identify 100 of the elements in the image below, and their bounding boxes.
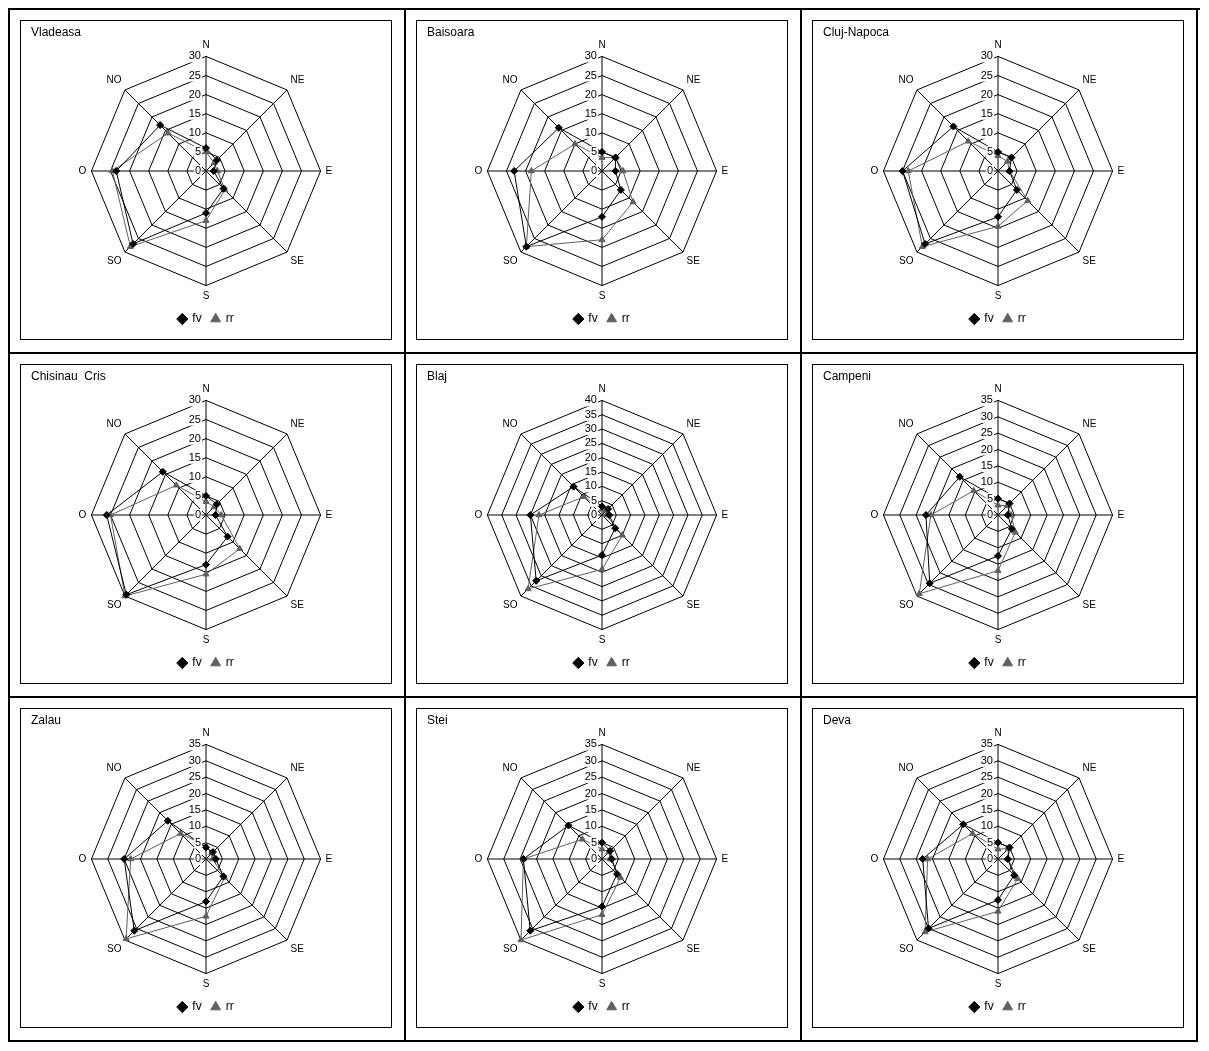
- spoke-label: NE: [1082, 418, 1097, 430]
- y-tick-label: 10: [188, 125, 201, 138]
- y-tick-label: 15: [980, 802, 993, 815]
- spoke-label: O: [474, 852, 483, 864]
- spoke-label: SO: [502, 943, 518, 955]
- y-tick-label: 20: [188, 786, 201, 799]
- spoke-label: E: [1117, 852, 1125, 864]
- y-tick-label: 0: [986, 508, 993, 521]
- y-tick-label: 30: [980, 753, 993, 766]
- chart-title: Campeni: [823, 368, 872, 383]
- chart-title: Blaj: [427, 368, 448, 383]
- spoke-label: S: [598, 290, 606, 302]
- spoke-label: SE: [1082, 943, 1097, 955]
- y-tick-label: 30: [188, 49, 201, 62]
- spoke-label: NE: [686, 418, 701, 430]
- y-tick-label: 25: [980, 426, 993, 439]
- spoke-label: N: [202, 383, 210, 395]
- legend-label: fv: [588, 311, 598, 326]
- chart-title: Deva: [823, 712, 852, 727]
- legend-label: fv: [588, 999, 598, 1014]
- legend-label: fv: [984, 311, 994, 326]
- spoke-label: NE: [1082, 762, 1097, 774]
- y-tick-label: 0: [194, 852, 201, 865]
- y-tick-label: 30: [188, 393, 201, 406]
- spoke-label: N: [994, 727, 1002, 739]
- y-tick-label: 35: [980, 393, 993, 406]
- spoke-label: S: [994, 978, 1002, 990]
- spoke-label: NE: [1082, 74, 1097, 86]
- legend-label: fv: [984, 999, 994, 1014]
- y-tick-label: 25: [584, 770, 597, 783]
- y-tick-label: 40: [584, 393, 597, 406]
- y-tick-label: 10: [188, 469, 201, 482]
- spoke-label: E: [325, 508, 333, 520]
- y-tick-label: 5: [194, 144, 201, 157]
- spoke-label: E: [325, 852, 333, 864]
- y-tick-label: 0: [986, 852, 993, 865]
- spoke-label: S: [202, 290, 210, 302]
- y-tick-label: 0: [590, 164, 597, 177]
- legend-label: rr: [621, 655, 630, 670]
- spoke-label: O: [474, 508, 483, 520]
- y-tick-label: 15: [980, 458, 993, 471]
- spoke-label: NO: [502, 418, 518, 430]
- y-tick-label: 10: [980, 475, 993, 488]
- y-tick-label: 15: [584, 802, 597, 815]
- chart-title: Cluj-Napoca: [823, 24, 890, 39]
- legend-label: fv: [192, 311, 202, 326]
- legend-label: rr: [225, 999, 234, 1014]
- spoke-label: S: [598, 634, 606, 646]
- y-tick-label: 20: [980, 786, 993, 799]
- legend-label: rr: [225, 311, 234, 326]
- legend-label: rr: [1017, 311, 1026, 326]
- y-tick-label: 30: [188, 753, 201, 766]
- y-tick-label: 30: [980, 409, 993, 422]
- spoke-label: E: [1117, 164, 1125, 176]
- spoke-label: SO: [106, 943, 122, 955]
- chart-title: Stei: [427, 712, 448, 727]
- legend-label: rr: [621, 999, 630, 1014]
- y-tick-label: 15: [188, 802, 201, 815]
- spoke-label: E: [721, 852, 729, 864]
- y-tick-label: 5: [986, 144, 993, 157]
- spoke-label: SO: [502, 255, 518, 267]
- y-tick-label: 20: [584, 786, 597, 799]
- spoke-label: S: [202, 978, 210, 990]
- spoke-label: SO: [106, 255, 122, 267]
- spoke-label: NE: [290, 418, 305, 430]
- spoke-label: SO: [106, 599, 122, 611]
- legend-label: fv: [588, 655, 598, 670]
- spoke-label: SE: [686, 599, 701, 611]
- y-tick-label: 15: [584, 106, 597, 119]
- spoke-label: NO: [898, 74, 914, 86]
- spoke-label: NE: [686, 762, 701, 774]
- y-tick-label: 25: [584, 68, 597, 81]
- spoke-label: NO: [898, 762, 914, 774]
- spoke-label: NO: [106, 418, 122, 430]
- y-tick-label: 20: [188, 431, 201, 444]
- spoke-label: O: [870, 508, 879, 520]
- spoke-label: N: [994, 383, 1002, 395]
- spoke-label: SO: [898, 943, 914, 955]
- spoke-label: N: [202, 727, 210, 739]
- y-tick-label: 35: [584, 737, 597, 750]
- y-tick-label: 10: [980, 819, 993, 832]
- y-tick-label: 5: [590, 835, 597, 848]
- spoke-label: NO: [502, 762, 518, 774]
- y-tick-label: 20: [584, 450, 597, 463]
- y-tick-label: 25: [584, 436, 597, 449]
- y-tick-label: 0: [590, 508, 597, 521]
- y-tick-label: 20: [980, 442, 993, 455]
- chart-title: Chisinau Cris: [31, 368, 106, 383]
- spoke-label: NE: [686, 74, 701, 86]
- y-tick-label: 35: [188, 737, 201, 750]
- spoke-label: SE: [290, 599, 305, 611]
- spoke-label: E: [721, 164, 729, 176]
- legend-label: fv: [984, 655, 994, 670]
- legend-label: fv: [192, 999, 202, 1014]
- chart-title: Vladeasa: [31, 24, 82, 39]
- spoke-label: S: [598, 978, 606, 990]
- spoke-label: O: [870, 852, 879, 864]
- spoke-label: SO: [898, 599, 914, 611]
- y-tick-label: 5: [986, 835, 993, 848]
- spoke-label: S: [202, 634, 210, 646]
